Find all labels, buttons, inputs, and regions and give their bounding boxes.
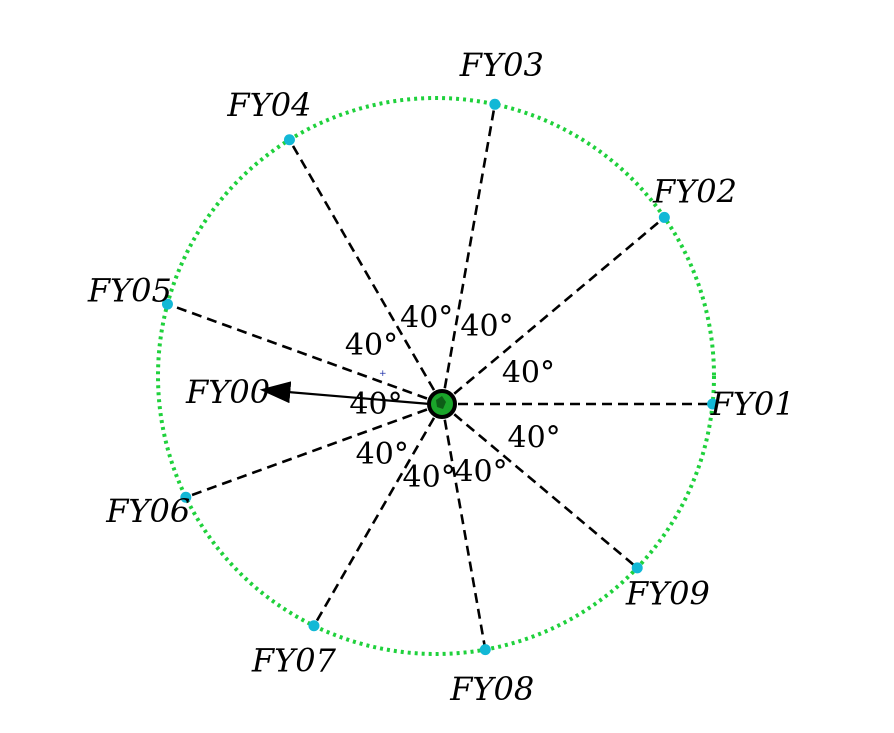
angle-label-4: 40°	[345, 328, 398, 363]
angle-label-8: 40°	[454, 455, 507, 490]
label-fy04: FY04	[226, 86, 311, 124]
node-fy08	[480, 644, 491, 655]
angle-label-7: 40°	[403, 460, 456, 495]
center-hub	[429, 391, 455, 417]
spoke-fy08	[442, 404, 485, 650]
angle-label-2: 40°	[460, 309, 513, 344]
label-fy07: FY07	[251, 641, 337, 679]
label-fy03: FY03	[459, 46, 544, 84]
label-fy01: FY01	[710, 385, 795, 423]
node-fy07	[308, 620, 319, 631]
spoke-fy03	[442, 104, 495, 404]
angle-label-9: 40°	[507, 421, 560, 456]
label-fy02: FY02	[652, 173, 737, 211]
spoke-fy04	[289, 140, 442, 404]
center-label: FY00	[185, 373, 270, 411]
label-fy06: FY06	[105, 492, 190, 530]
fy00-arrow	[264, 390, 430, 404]
label-fy08: FY08	[449, 670, 534, 708]
label-fy09: FY09	[625, 575, 710, 613]
node-fy09	[632, 562, 643, 573]
small-plus-mark: +	[379, 369, 387, 379]
node-fy04	[284, 134, 295, 145]
angle-label-5: 40°	[349, 387, 402, 422]
label-fy05: FY05	[87, 271, 172, 309]
node-fy02	[659, 212, 670, 223]
angle-label-3: 40°	[400, 300, 453, 335]
angle-label-6: 40°	[356, 437, 409, 472]
angle-label-1: 40°	[502, 356, 555, 391]
node-fy03	[489, 99, 500, 110]
